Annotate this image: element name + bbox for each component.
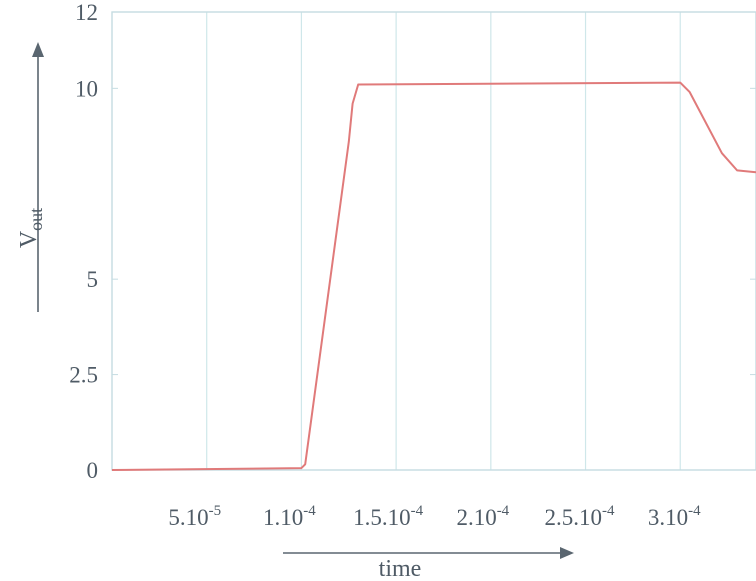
y-tick-label: 12	[75, 0, 98, 25]
y-tick-label: 10	[75, 76, 98, 101]
x-tick-mantissa: 3.10	[648, 505, 688, 530]
plot-frame	[111, 11, 756, 471]
x-tick-exponent: -4	[411, 503, 424, 519]
x-tick-mantissa: 1.5.10	[353, 505, 411, 530]
x-tick-exponent: -4	[602, 503, 615, 519]
x-tick-label: 5.10-5	[168, 503, 221, 530]
x-tick-exponent: -5	[209, 503, 222, 519]
y-axis-label-sub: out	[26, 208, 46, 231]
y-axis-label: Vout	[16, 208, 46, 248]
plot-border	[111, 11, 756, 471]
x-tick-mantissa: 2.5.10	[545, 505, 603, 530]
y-axis-label-main: V	[16, 230, 42, 248]
x-tick-labels: 5.10-5 1.10-4 1.5.10-4 2.10-4 2.5.10-4 3.10-4	[168, 503, 701, 530]
x-tick-exponent: -4	[497, 503, 510, 519]
y-tick-label: 2.5	[69, 363, 98, 388]
x-axis-arrowhead	[560, 547, 574, 559]
x-tick-label: 1.5.10-4	[353, 503, 423, 530]
x-tick-label: 1.10-4	[263, 503, 316, 530]
x-tick-exponent: -4	[688, 503, 701, 519]
x-tick-label: 3.10-4	[648, 503, 701, 530]
grid-lines	[112, 11, 756, 471]
x-tick-label: 2.10-4	[456, 503, 509, 530]
x-axis-label: time	[379, 556, 422, 581]
series-line	[111, 81, 756, 471]
y-tick-labels: 0 2.5 5 10 12	[69, 0, 98, 483]
y-tick-label: 5	[87, 267, 99, 292]
x-tick-mantissa: 1.10	[263, 505, 303, 530]
x-tick-mantissa: 5.10	[168, 505, 208, 530]
y-tick-label: 0	[87, 458, 99, 483]
x-tick-exponent: -4	[303, 503, 316, 519]
y-axis-arrowhead	[32, 42, 44, 57]
x-tick-mantissa: 2.10	[456, 505, 496, 530]
x-tick-label: 2.5.10-4	[545, 503, 615, 530]
series-group	[111, 81, 756, 471]
